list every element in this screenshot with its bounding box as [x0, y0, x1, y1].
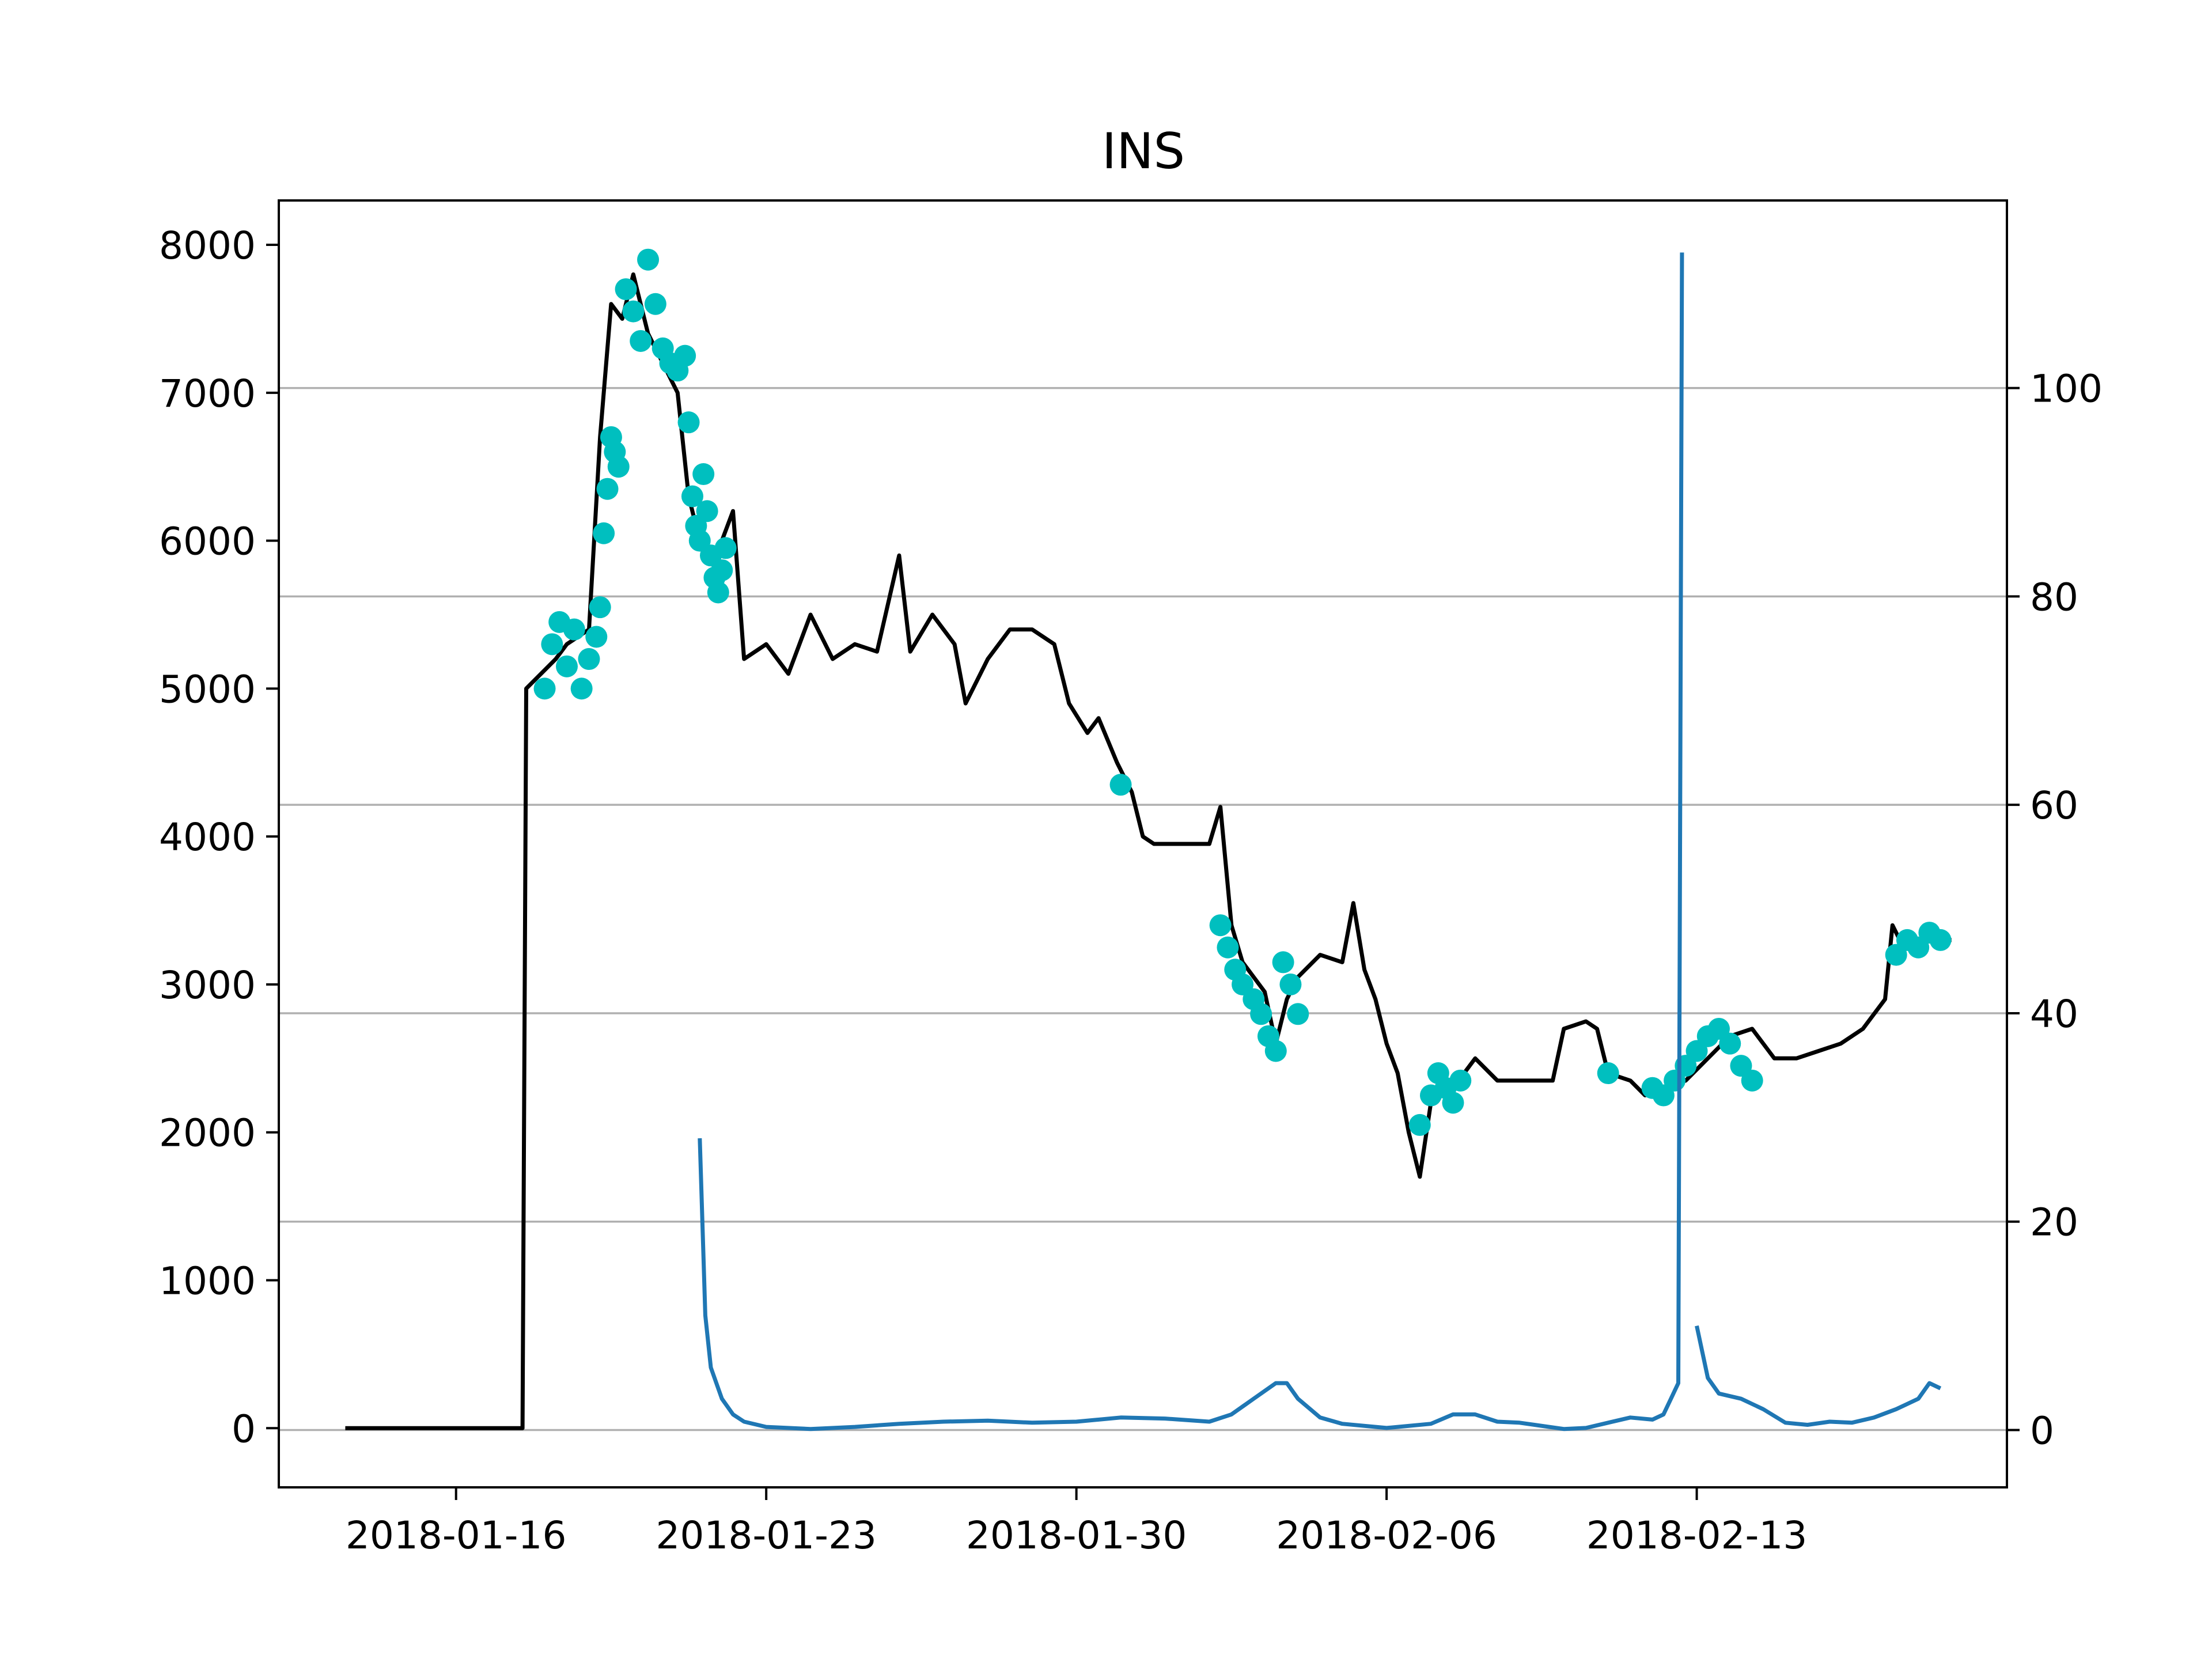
scatter-point	[589, 596, 611, 619]
scatter-point	[1449, 1069, 1472, 1092]
scatter-point	[1597, 1062, 1619, 1085]
scatter-point	[1279, 973, 1302, 995]
scatter-point	[707, 581, 729, 604]
scatter-point	[1272, 951, 1294, 974]
scatter-point	[692, 463, 715, 486]
scatter-point	[1209, 914, 1232, 937]
series-line-3	[1695, 1325, 1942, 1427]
scatter-point	[1741, 1069, 1763, 1092]
scatter-point	[677, 411, 700, 434]
chart-title: INS	[1102, 123, 1185, 180]
scatter-point	[696, 500, 718, 522]
x-tick-label: 2018-02-13	[1586, 1513, 1808, 1558]
y-right-tick-label: 20	[2030, 1200, 2078, 1245]
y-right-tick-label: 80	[2030, 575, 2078, 619]
scatter-point	[533, 677, 556, 700]
scatter-point	[596, 478, 619, 500]
x-tick-label: 2018-01-30	[966, 1513, 1187, 1558]
scatter-point	[607, 456, 630, 478]
y-left-tick-label: 5000	[159, 667, 256, 711]
scatter-point	[1264, 1040, 1287, 1062]
axes: 2018-01-16 2018-01-23 2018-01-30 2018-02-06…	[159, 199, 2103, 1558]
series-layer	[345, 248, 1952, 1431]
y-right-tick-label: 40	[2030, 992, 2078, 1036]
y-right-tick-label: 60	[2030, 783, 2078, 828]
scatter-point	[1719, 1032, 1741, 1055]
scatter-point	[630, 329, 652, 352]
scatter-point	[1250, 1003, 1272, 1025]
scatter-point	[681, 485, 703, 507]
y-left-tick-label: 0	[232, 1407, 256, 1451]
y-left-tick-label: 8000	[159, 224, 256, 268]
y-left-tick-label: 3000	[159, 963, 256, 1007]
x-tick-label: 2018-02-06	[1276, 1513, 1497, 1558]
y-left-tick-label: 4000	[159, 815, 256, 859]
scatter-point	[570, 677, 593, 700]
grid-lines	[279, 387, 2007, 1431]
y-left-tick-label: 6000	[159, 520, 256, 564]
scatter-point	[674, 344, 696, 367]
y-right-tick-label: 100	[2030, 367, 2103, 411]
scatter-point	[1442, 1092, 1464, 1114]
scatter-point	[1109, 774, 1132, 796]
y-left-tick-label: 1000	[159, 1259, 256, 1304]
x-tick-label: 2018-01-16	[346, 1513, 567, 1558]
scatter-point	[1929, 929, 1952, 951]
plot-frame	[278, 199, 2008, 1488]
scatter-point	[1408, 1113, 1431, 1136]
scatter-point	[593, 522, 615, 544]
scatter-point	[644, 293, 666, 315]
scatter-point	[622, 300, 645, 323]
scatter-point	[1287, 1003, 1309, 1025]
scatter-point	[585, 626, 608, 648]
scatter-point	[615, 278, 637, 301]
scatter-point	[637, 248, 660, 271]
scatter-point	[556, 655, 578, 677]
x-tick-label: 2018-01-23	[656, 1513, 877, 1558]
scatter-point	[711, 559, 733, 581]
scatter-point	[541, 633, 563, 656]
scatter-point	[563, 618, 585, 641]
scatter-point	[578, 648, 600, 671]
scatter-point	[714, 537, 737, 559]
scatter-point	[1217, 936, 1239, 959]
y-right-tick-label: 0	[2030, 1409, 2054, 1453]
series-line-2	[698, 252, 1684, 1431]
y-left-tick-label: 7000	[159, 372, 256, 416]
y-left-tick-label: 2000	[159, 1111, 256, 1156]
